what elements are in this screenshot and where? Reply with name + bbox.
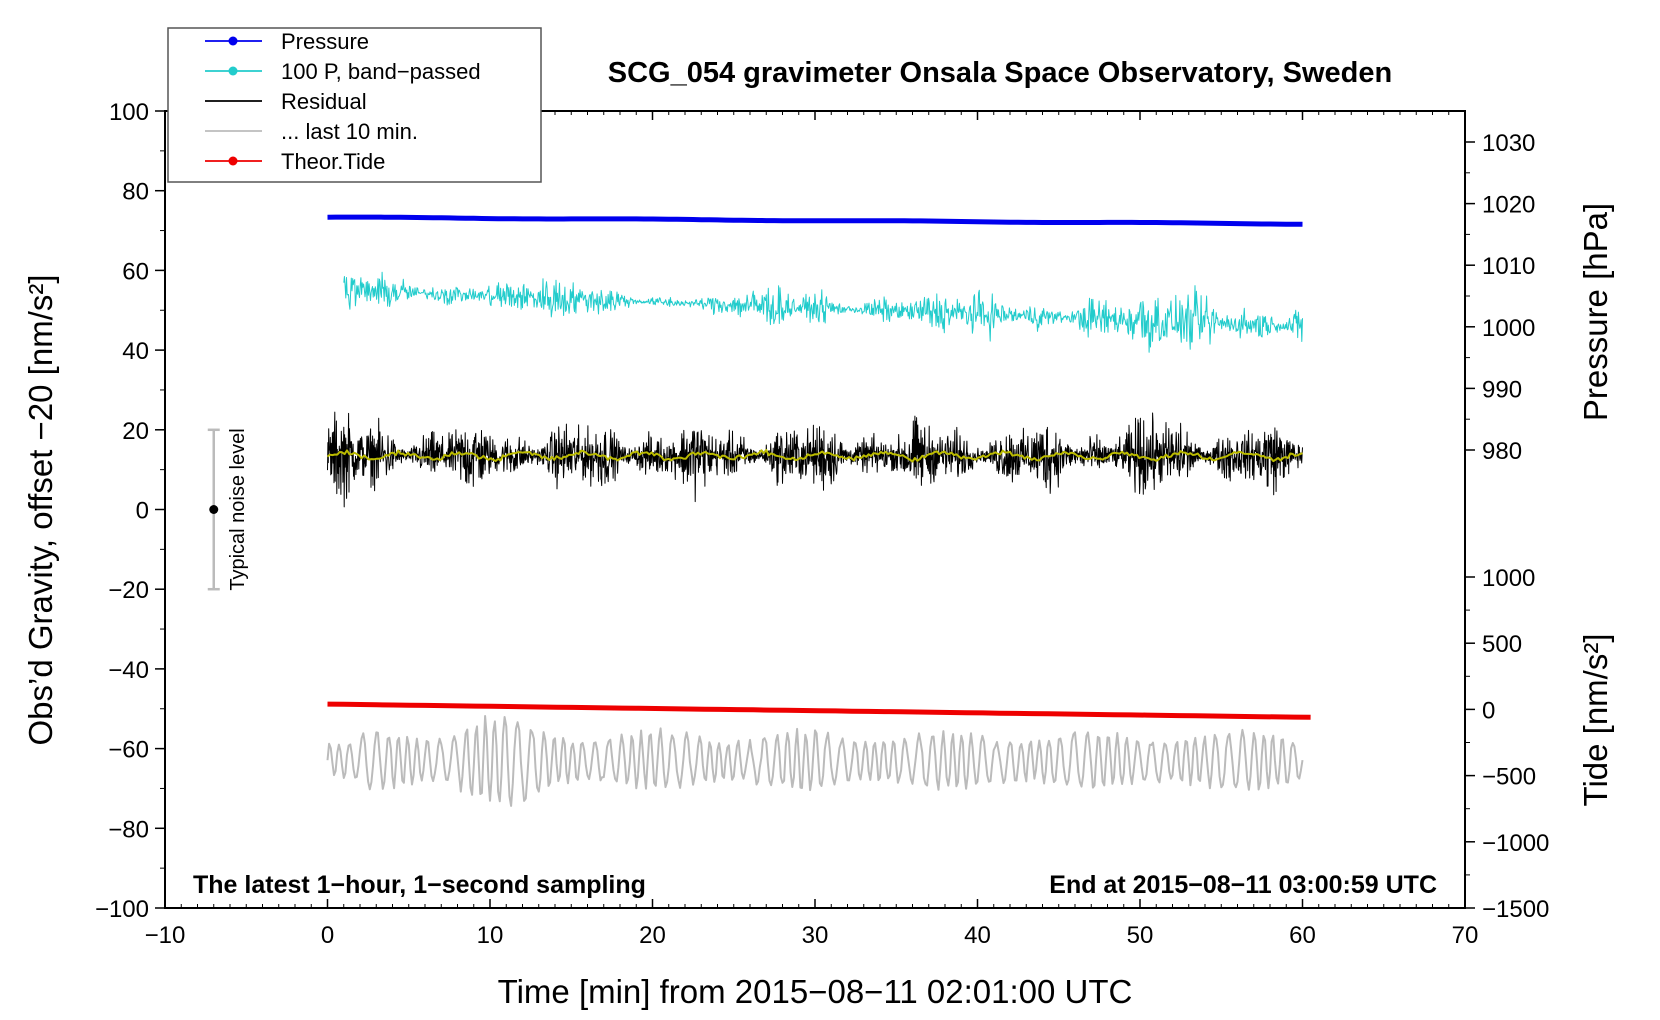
y-tick-label: −40 — [108, 657, 149, 684]
chart-title: SCG_054 gravimeter Onsala Space Observat… — [608, 57, 1392, 89]
legend-marker — [228, 36, 238, 46]
x-tick-label: 70 — [1452, 922, 1479, 949]
pressure-tick-label: 990 — [1482, 376, 1522, 403]
tide-tick-label: −1500 — [1482, 896, 1549, 923]
x-axis-title: Time [min] from 2015−08−11 02:01:00 UTC — [498, 973, 1133, 1010]
y-axis-title-pressure: Pressure [hPa] — [1577, 203, 1614, 421]
y-tick-label: 80 — [122, 179, 149, 206]
ticks-layer: −10 0 10 20 30 40 50 60 70100806040200−20−40−60−… — [95, 99, 1549, 949]
series-layer — [326, 214, 1311, 807]
y-axis-title-gravity: Obs’d Gravity, offset −20 [nm/s²] — [22, 274, 59, 745]
pressure-tick-label: 980 — [1482, 438, 1522, 465]
legend-label: Theor.Tide — [281, 149, 385, 174]
legend-label: 100 P, band−passed — [281, 59, 481, 84]
noise-bar-center — [209, 505, 219, 514]
x-tick-label: 60 — [1289, 922, 1316, 949]
tide-tick-label: −500 — [1482, 764, 1536, 791]
y-tick-label: 60 — [122, 258, 149, 285]
pressure-tick-label: 1010 — [1482, 253, 1535, 280]
series-residual-smoothed — [326, 448, 1303, 463]
legend-label: Residual — [281, 89, 367, 114]
legend-label: Pressure — [281, 29, 369, 54]
x-tick-label: −10 — [145, 922, 186, 949]
y-tick-label: −80 — [108, 816, 149, 843]
pressure-tick-label: 1030 — [1482, 130, 1535, 157]
annotation-end-time: End at 2015−08−11 03:00:59 UTC — [1049, 871, 1437, 899]
series-pressure — [327, 214, 1303, 227]
legend-marker — [228, 156, 238, 166]
y-tick-label: −60 — [108, 737, 149, 764]
tide-tick-label: −1000 — [1482, 830, 1549, 857]
series-residual — [327, 411, 1303, 508]
x-tick-label: 0 — [321, 922, 334, 949]
legend-label: ... last 10 min. — [281, 119, 418, 144]
x-tick-label: 40 — [964, 922, 991, 949]
y-tick-label: −20 — [108, 577, 149, 604]
pressure-tick-label: 1000 — [1482, 315, 1535, 342]
noise-indicator: Typical noise level — [207, 428, 249, 591]
tide-tick-label: 500 — [1482, 631, 1522, 658]
tide-tick-label: 0 — [1482, 697, 1495, 724]
y-tick-label: 100 — [109, 99, 149, 126]
series-pressure-bandpassed — [343, 271, 1303, 353]
x-tick-label: 30 — [802, 922, 829, 949]
annotation-sampling: The latest 1−hour, 1−second sampling — [193, 871, 646, 899]
y-tick-label: 20 — [122, 418, 149, 445]
series-theor-tide — [327, 701, 1311, 720]
legend-box — [167, 27, 542, 183]
x-tick-label: 50 — [1127, 922, 1154, 949]
noise-bar-label: Typical noise level — [227, 428, 249, 590]
legend: Pressure 100 P, band−passed Residual ... la… — [167, 27, 542, 183]
x-tick-label: 10 — [477, 922, 504, 949]
x-tick-label: 20 — [639, 922, 666, 949]
legend-marker — [228, 66, 238, 76]
y-tick-label: −100 — [95, 896, 149, 923]
y-axis-title-tide: Tide [nm/s²] — [1577, 634, 1614, 807]
y-tick-label: 0 — [136, 498, 149, 525]
tide-tick-label: 1000 — [1482, 565, 1535, 592]
y-tick-label: 40 — [122, 338, 149, 365]
pressure-tick-label: 1020 — [1482, 192, 1535, 219]
series-last-10-min — [326, 715, 1304, 807]
